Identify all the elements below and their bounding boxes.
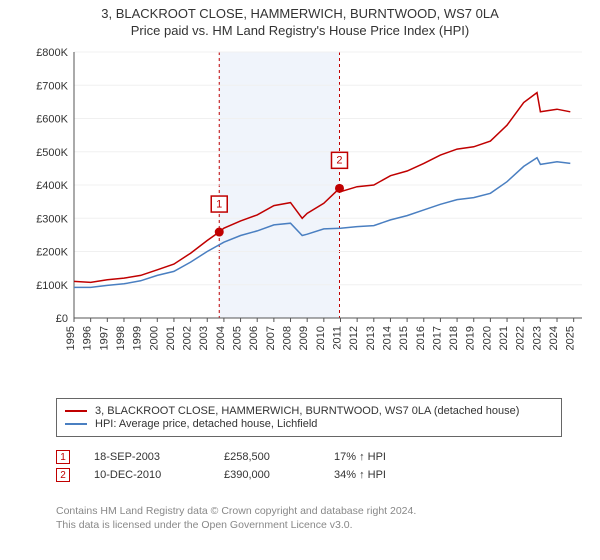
x-tick-label: 2017 bbox=[431, 326, 443, 350]
marker-callout-label-2: 2 bbox=[336, 155, 342, 167]
y-tick-label: £800K bbox=[36, 47, 68, 59]
x-tick-label: 2006 bbox=[248, 326, 260, 350]
event-diff-2: 34% ↑ HPI bbox=[334, 469, 386, 481]
marker-dot-2 bbox=[335, 184, 344, 193]
x-tick-label: 2004 bbox=[215, 326, 227, 350]
y-tick-label: £600K bbox=[36, 114, 68, 126]
title-line-2: Price paid vs. HM Land Registry's House … bbox=[0, 23, 600, 38]
x-tick-label: 2020 bbox=[481, 326, 493, 350]
y-tick-label: £700K bbox=[36, 80, 68, 92]
x-tick-label: 2012 bbox=[348, 326, 360, 350]
x-tick-label: 2015 bbox=[398, 326, 410, 350]
event-row-1: 1 18-SEP-2003 £258,500 17% ↑ HPI bbox=[56, 450, 562, 464]
footer-line-1: Contains HM Land Registry data © Crown c… bbox=[56, 504, 562, 518]
x-tick-label: 2024 bbox=[548, 326, 560, 350]
x-tick-label: 2025 bbox=[565, 326, 577, 350]
event-date-1: 18-SEP-2003 bbox=[94, 451, 224, 463]
event-marker-1: 1 bbox=[56, 450, 70, 464]
x-tick-label: 2011 bbox=[331, 326, 343, 350]
event-marker-2: 2 bbox=[56, 468, 70, 482]
marker-dot-1 bbox=[215, 228, 224, 237]
event-table: 1 18-SEP-2003 £258,500 17% ↑ HPI 2 10-DE… bbox=[56, 446, 562, 486]
x-tick-label: 2013 bbox=[365, 326, 377, 350]
x-tick-label: 2010 bbox=[315, 326, 327, 350]
y-tick-label: £300K bbox=[36, 213, 68, 225]
figure-root: 3, BLACKROOT CLOSE, HAMMERWICH, BURNTWOO… bbox=[0, 0, 600, 560]
marker-callout-label-1: 1 bbox=[216, 198, 222, 210]
event-row-2: 2 10-DEC-2010 £390,000 34% ↑ HPI bbox=[56, 468, 562, 482]
legend-label-hpi: HPI: Average price, detached house, Lich… bbox=[95, 418, 317, 430]
x-tick-label: 2005 bbox=[232, 326, 244, 350]
title-block: 3, BLACKROOT CLOSE, HAMMERWICH, BURNTWOO… bbox=[0, 0, 600, 38]
x-tick-label: 2022 bbox=[515, 326, 527, 350]
x-tick-label: 1995 bbox=[65, 326, 77, 350]
x-tick-label: 2018 bbox=[448, 326, 460, 350]
x-tick-label: 1999 bbox=[132, 326, 144, 350]
x-tick-label: 2000 bbox=[148, 326, 160, 350]
y-tick-label: £0 bbox=[56, 313, 68, 325]
x-tick-label: 2021 bbox=[498, 326, 510, 350]
x-tick-label: 2014 bbox=[381, 326, 393, 350]
event-price-1: £258,500 bbox=[224, 451, 334, 463]
chart-area: £0 £100K £200K £300K £400K £500K £600K £700K £80… bbox=[30, 46, 590, 376]
x-tick-label: 2007 bbox=[265, 326, 277, 350]
x-tick-label: 2001 bbox=[165, 326, 177, 350]
event-date-2: 10-DEC-2010 bbox=[94, 469, 224, 481]
legend-swatch-hpi bbox=[65, 423, 87, 425]
x-tick-label: 1998 bbox=[115, 326, 127, 350]
y-tick-label: £400K bbox=[36, 180, 68, 192]
legend-item-hpi: HPI: Average price, detached house, Lich… bbox=[65, 418, 553, 430]
x-tick-label: 1996 bbox=[82, 326, 94, 350]
legend: 3, BLACKROOT CLOSE, HAMMERWICH, BURNTWOO… bbox=[56, 398, 562, 437]
title-line-1: 3, BLACKROOT CLOSE, HAMMERWICH, BURNTWOO… bbox=[0, 6, 600, 21]
y-tick-label: £500K bbox=[36, 147, 68, 159]
legend-item-property: 3, BLACKROOT CLOSE, HAMMERWICH, BURNTWOO… bbox=[65, 405, 553, 417]
x-tick-label: 1997 bbox=[98, 326, 110, 350]
event-diff-1: 17% ↑ HPI bbox=[334, 451, 386, 463]
footer-line-2: This data is licensed under the Open Gov… bbox=[56, 518, 562, 532]
x-tick-label: 2003 bbox=[198, 326, 210, 350]
x-tick-label: 2023 bbox=[531, 326, 543, 350]
y-tick-label: £100K bbox=[36, 280, 68, 292]
chart-svg: £0 £100K £200K £300K £400K £500K £600K £700K £80… bbox=[30, 46, 590, 376]
y-tick-label: £200K bbox=[36, 247, 68, 259]
legend-swatch-property bbox=[65, 410, 87, 412]
x-tick-label: 2016 bbox=[415, 326, 427, 350]
x-tick-label: 2019 bbox=[465, 326, 477, 350]
footer: Contains HM Land Registry data © Crown c… bbox=[56, 504, 562, 532]
x-tick-label: 2009 bbox=[298, 326, 310, 350]
x-tick-label: 2002 bbox=[182, 326, 194, 350]
legend-label-property: 3, BLACKROOT CLOSE, HAMMERWICH, BURNTWOO… bbox=[95, 405, 519, 417]
x-tick-label: 2008 bbox=[282, 326, 294, 350]
event-price-2: £390,000 bbox=[224, 469, 334, 481]
